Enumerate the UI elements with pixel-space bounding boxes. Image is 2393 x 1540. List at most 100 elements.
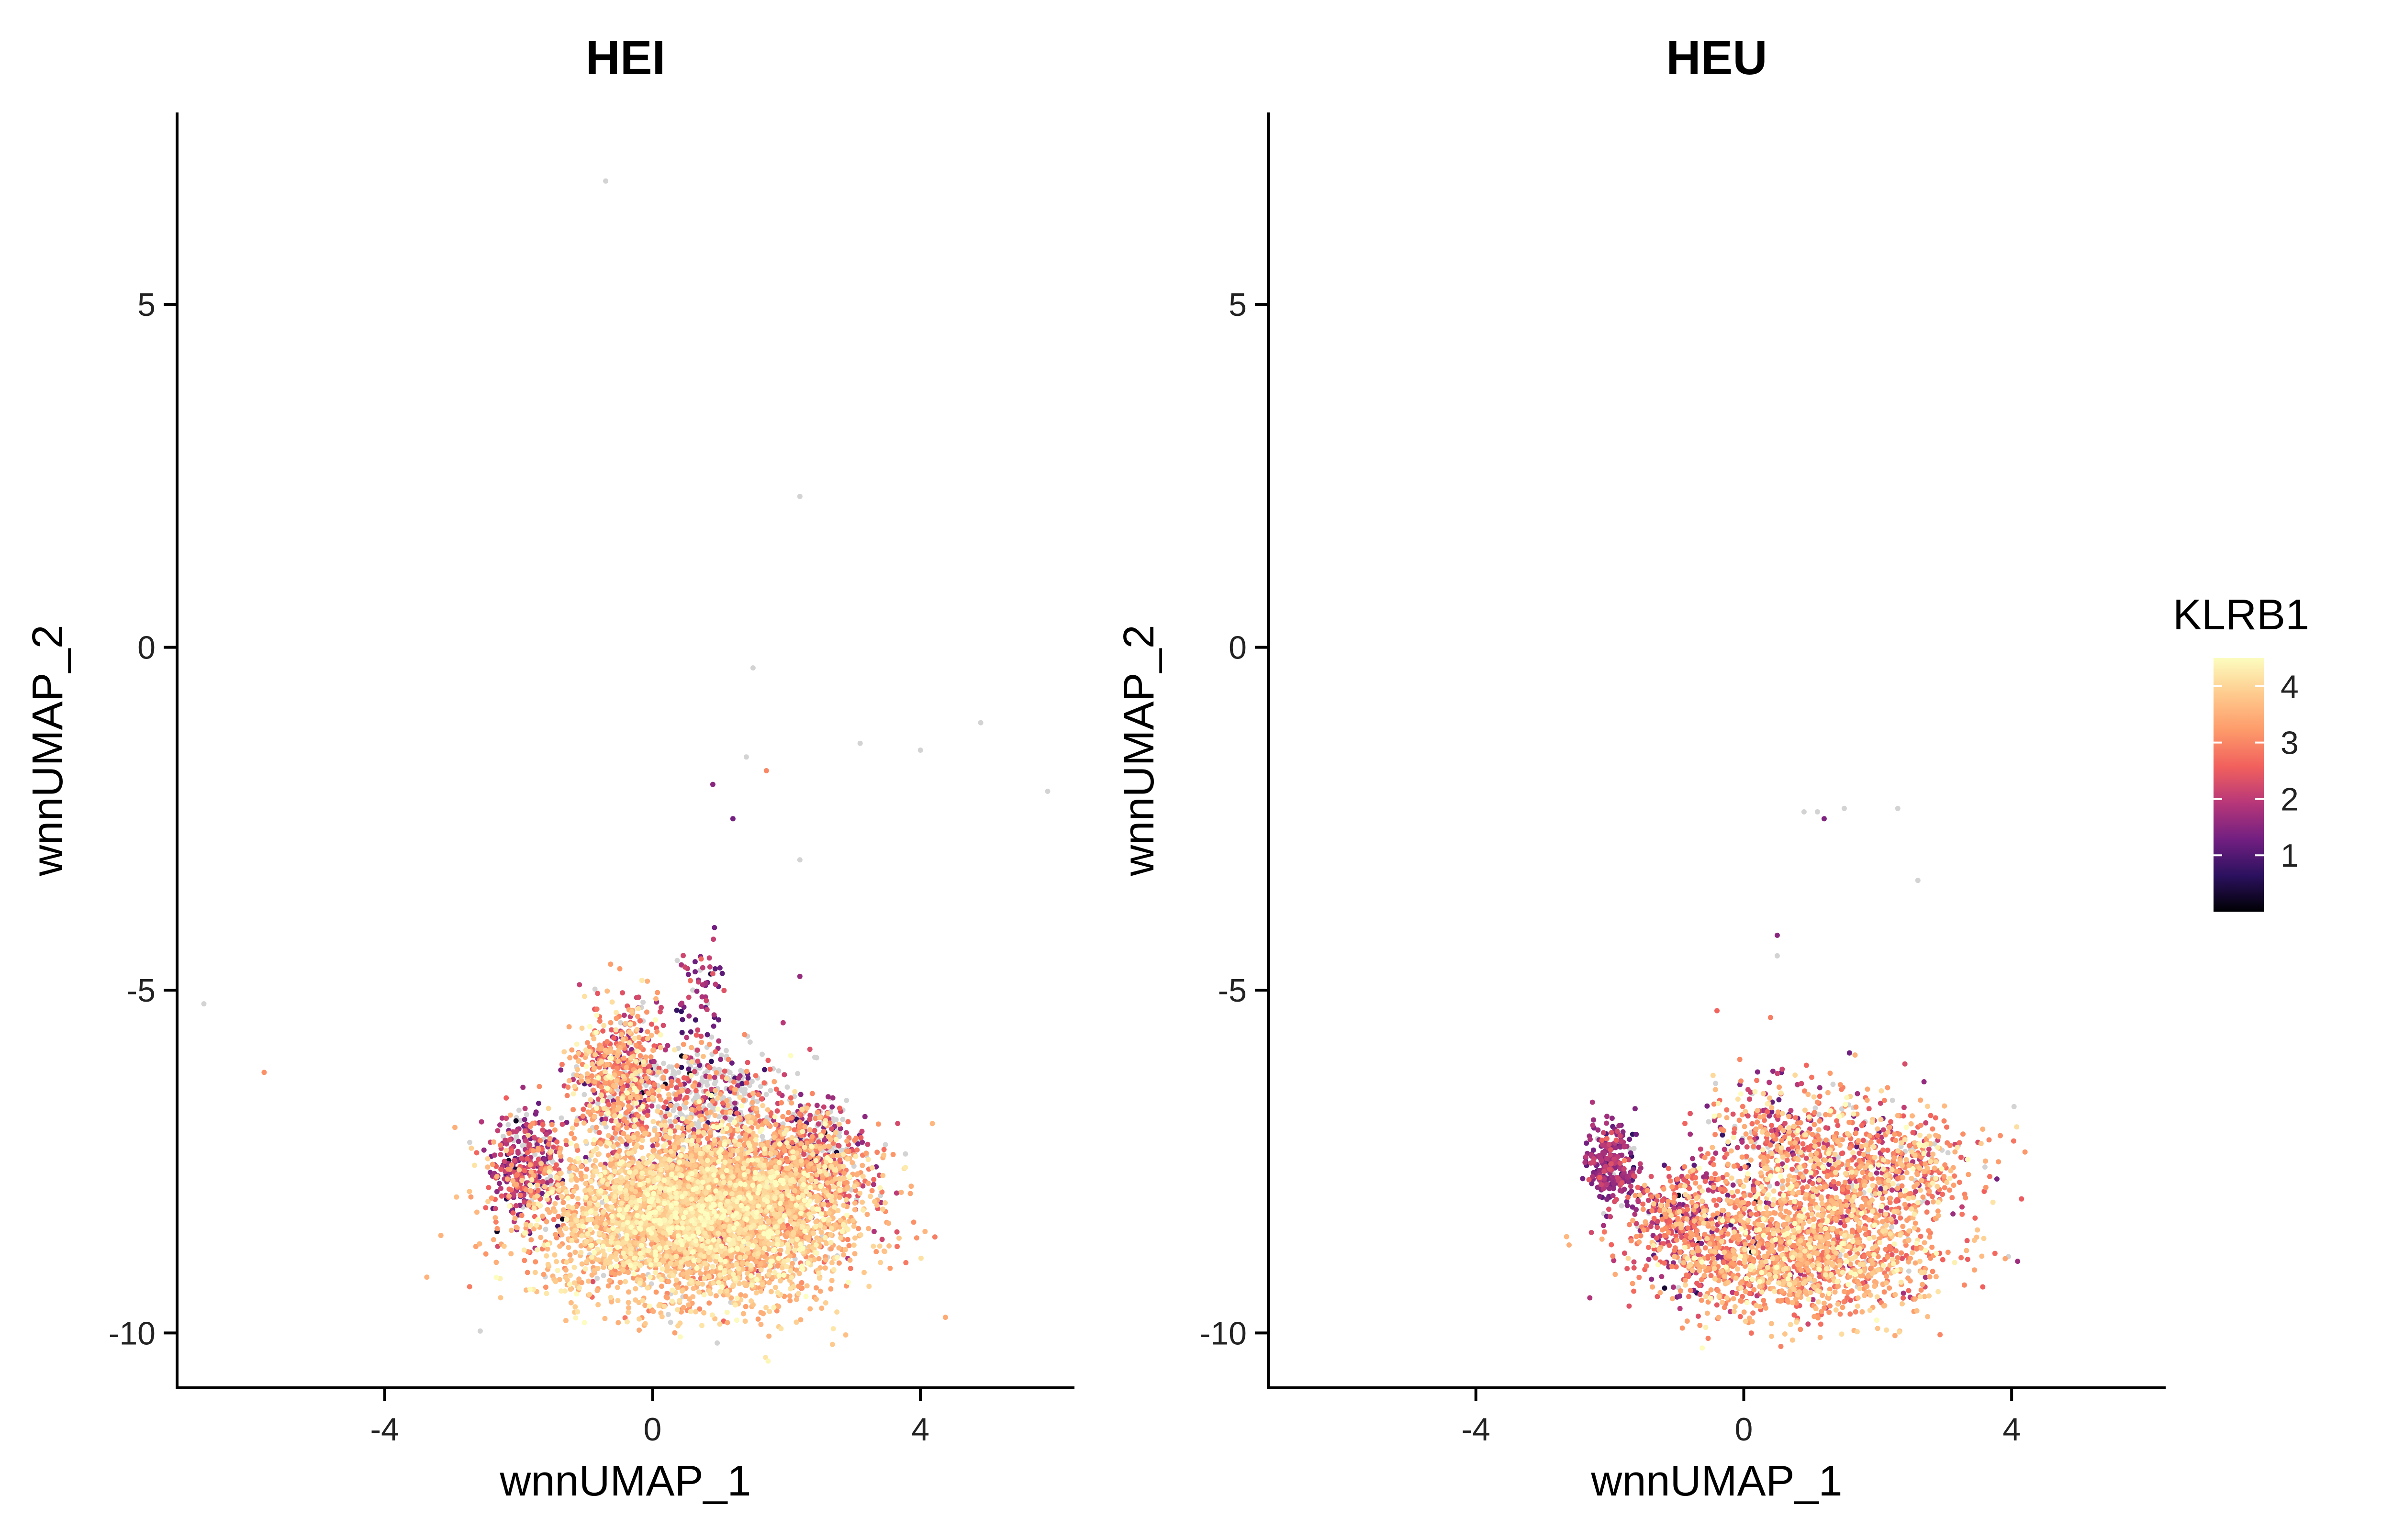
data-point [713, 1088, 718, 1094]
data-point [694, 1051, 700, 1057]
data-point [879, 1237, 885, 1242]
data-point [695, 1027, 701, 1033]
data-point [798, 1092, 804, 1097]
data-point [809, 1091, 815, 1096]
data-point [688, 978, 693, 983]
data-point [829, 1126, 835, 1132]
data-point [512, 1158, 517, 1163]
data-point [566, 1245, 571, 1250]
data-point [624, 1125, 630, 1130]
data-point [518, 1118, 524, 1124]
data-point [784, 1084, 790, 1090]
data-point [710, 781, 716, 787]
data-point [698, 1033, 704, 1039]
data-point [522, 1117, 527, 1122]
data-point [852, 1200, 858, 1206]
data-point [546, 1141, 551, 1147]
data-point [596, 1096, 602, 1102]
data-point [677, 1106, 682, 1112]
data-point [644, 1009, 649, 1015]
data-point [548, 1173, 553, 1179]
data-point [844, 1138, 850, 1144]
data-point [551, 1216, 557, 1222]
data-point [907, 1191, 913, 1196]
data-point [693, 1032, 699, 1038]
data-point [763, 1118, 769, 1124]
data-point [492, 1206, 498, 1212]
data-point [538, 1235, 544, 1240]
data-point [711, 1023, 716, 1029]
data-point [535, 1188, 541, 1194]
data-point [681, 953, 686, 959]
data-point [559, 1061, 565, 1067]
data-point [812, 1127, 817, 1133]
data-point [749, 1100, 755, 1105]
data-point [760, 1134, 765, 1139]
data-point [825, 1094, 831, 1100]
data-point [536, 1156, 541, 1162]
data-point [541, 1157, 547, 1162]
data-point [866, 1226, 872, 1231]
data-point [828, 1286, 834, 1292]
data-point [792, 1127, 797, 1133]
data-point [539, 1166, 545, 1172]
data-point [494, 1174, 500, 1179]
data-point [513, 1203, 519, 1208]
data-point [674, 1085, 679, 1091]
data-point [626, 1270, 631, 1275]
data-point [871, 1228, 877, 1234]
data-point [598, 1046, 604, 1051]
data-point [745, 1075, 751, 1081]
data-point [886, 1243, 892, 1249]
data-point [886, 1220, 892, 1226]
data-point [498, 1152, 503, 1158]
data-point [516, 1107, 522, 1113]
data-point [733, 1087, 738, 1092]
data-point [693, 1088, 699, 1094]
data-point [650, 1308, 656, 1314]
data-point [592, 1079, 598, 1085]
data-point [942, 1315, 948, 1320]
data-point [633, 1042, 639, 1048]
data-point [508, 1187, 514, 1193]
data-point [838, 1126, 843, 1131]
data-point [566, 1024, 572, 1030]
data-point [774, 1108, 780, 1114]
data-point [836, 1260, 842, 1266]
data-point [577, 982, 582, 988]
data-point [523, 1187, 529, 1193]
data-point [753, 1106, 759, 1112]
data-point [673, 1092, 679, 1097]
data-point [716, 1038, 722, 1044]
data-point [619, 1032, 625, 1038]
data-point [493, 1260, 499, 1265]
data-point [675, 1078, 681, 1083]
data-point [671, 1108, 676, 1114]
data-point [844, 1186, 850, 1192]
data-point [731, 1079, 737, 1085]
data-point [503, 1116, 509, 1121]
data-point [558, 1067, 564, 1073]
data-point [566, 1078, 572, 1083]
data-point [697, 1062, 703, 1068]
data-point [839, 1148, 845, 1153]
data-point [860, 1139, 865, 1145]
data-point [932, 1234, 938, 1240]
data-point [778, 1248, 783, 1253]
data-point [718, 1052, 724, 1058]
data-point [704, 1007, 710, 1013]
data-point [657, 1149, 662, 1155]
data-point [726, 1057, 731, 1062]
data-point [522, 1199, 527, 1205]
data-point [742, 1136, 748, 1142]
data-point [704, 1032, 710, 1038]
data-point [676, 1095, 682, 1101]
data-point [661, 1105, 667, 1110]
data-point [503, 1095, 509, 1101]
data-point [679, 1064, 684, 1070]
data-point [686, 994, 692, 1000]
data-point [583, 1155, 589, 1161]
data-point [807, 1306, 813, 1312]
data-point [922, 1228, 928, 1234]
data-point [704, 1125, 710, 1130]
